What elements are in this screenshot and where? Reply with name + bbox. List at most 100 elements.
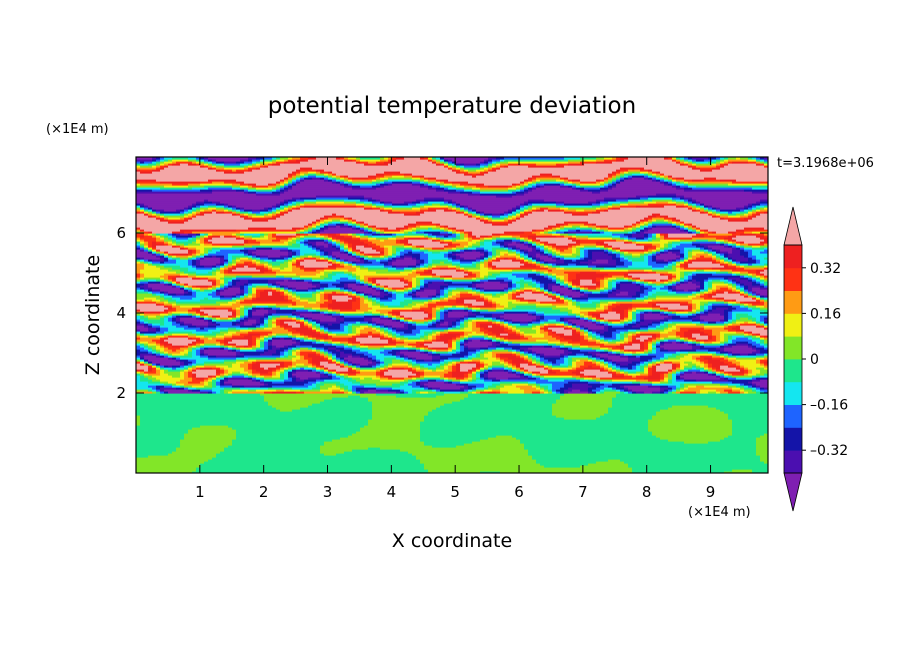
contour-cell xyxy=(376,361,381,364)
contour-cell xyxy=(296,351,301,354)
contour-cell xyxy=(724,321,729,324)
contour-cell xyxy=(492,383,501,386)
contour-cell xyxy=(336,349,341,352)
contour-cell xyxy=(344,365,349,368)
contour-cell xyxy=(468,395,561,398)
contour-cell xyxy=(236,433,353,436)
contour-cell xyxy=(460,317,465,320)
contour-cell xyxy=(616,395,768,398)
contour-cell xyxy=(572,363,577,366)
contour-cell xyxy=(328,307,333,310)
contour-cell xyxy=(136,339,153,342)
contour-cell xyxy=(340,289,345,292)
contour-cell xyxy=(556,359,565,362)
contour-cell xyxy=(260,317,265,320)
contour-cell xyxy=(144,375,153,378)
contour-cell xyxy=(384,329,389,332)
contour-cell xyxy=(536,281,541,284)
contour-cell xyxy=(224,391,229,394)
contour-cell xyxy=(516,333,521,336)
contour-cell xyxy=(176,357,181,360)
contour-cell xyxy=(588,351,601,354)
contour-cell xyxy=(556,343,565,346)
contour-cell xyxy=(404,357,409,360)
contour-cell xyxy=(328,299,333,302)
contour-cell xyxy=(632,313,637,316)
contour-cell xyxy=(348,293,353,296)
contour-cell xyxy=(352,367,357,370)
contour-cell xyxy=(668,339,677,342)
contour-cell xyxy=(760,337,765,340)
contour-cell xyxy=(528,381,537,384)
contour-cell xyxy=(472,331,477,334)
contour-cell xyxy=(696,323,705,326)
contour-cell xyxy=(600,359,605,362)
contour-cell xyxy=(352,361,373,364)
contour-cell xyxy=(224,389,233,392)
contour-cell xyxy=(668,355,677,358)
contour-cell xyxy=(592,389,601,392)
contour-cell xyxy=(636,311,641,314)
contour-cell xyxy=(252,347,257,350)
contour-cell xyxy=(596,333,601,336)
contour-cell xyxy=(476,279,481,282)
contour-cell xyxy=(144,347,149,350)
contour-cell xyxy=(144,311,161,314)
contour-cell xyxy=(588,331,593,334)
contour-cell xyxy=(512,281,517,284)
contour-cell xyxy=(268,367,277,370)
contour-cell xyxy=(248,287,253,290)
contour-cell xyxy=(616,369,621,372)
contour-cell xyxy=(752,319,757,322)
contour-cell xyxy=(404,299,429,302)
contour-cell xyxy=(380,303,385,306)
contour-cell xyxy=(248,363,253,366)
contour-cell xyxy=(500,319,505,322)
contour-cell xyxy=(452,323,457,326)
contour-cell xyxy=(312,359,329,362)
contour-cell xyxy=(356,389,361,392)
contour-cell xyxy=(360,345,369,348)
contour-cell xyxy=(624,319,629,322)
contour-cell xyxy=(760,385,768,388)
contour-cell xyxy=(240,349,257,352)
contour-cell xyxy=(660,437,725,440)
contour-cell xyxy=(220,367,225,370)
contour-cell xyxy=(332,391,345,394)
contour-cell xyxy=(256,345,261,348)
contour-cell xyxy=(644,299,653,302)
contour-cell xyxy=(160,349,165,352)
contour-cell xyxy=(160,389,165,392)
contour-cell xyxy=(564,325,569,328)
contour-cell xyxy=(652,335,657,338)
contour-cell xyxy=(420,331,425,334)
contour-cell xyxy=(440,365,445,368)
contour-cell xyxy=(748,337,753,340)
contour-cell xyxy=(604,287,609,290)
contour-cell xyxy=(140,353,153,356)
contour-cell xyxy=(236,319,241,322)
contour-cell xyxy=(644,295,649,298)
contour-cell xyxy=(752,379,761,382)
contour-cell xyxy=(472,441,521,444)
contour-cell xyxy=(320,387,329,390)
contour-cell xyxy=(564,333,573,336)
contour-cell xyxy=(628,341,633,344)
contour-cell xyxy=(452,353,469,356)
contour-cell xyxy=(624,349,629,352)
contour-cell xyxy=(560,345,565,348)
contour-cell xyxy=(692,305,697,308)
contour-cell xyxy=(480,349,485,352)
contour-cell xyxy=(264,339,269,342)
contour-cell xyxy=(640,321,653,324)
contour-cell xyxy=(536,305,557,308)
contour-cell xyxy=(724,323,729,326)
contour-cell xyxy=(216,281,221,284)
contour-cell xyxy=(144,297,157,300)
contour-cell xyxy=(544,311,569,314)
contour-cell xyxy=(320,349,325,352)
contour-cell xyxy=(700,345,705,348)
contour-cell xyxy=(700,291,705,294)
contour-cell xyxy=(628,335,633,338)
contour-cell xyxy=(292,325,301,328)
